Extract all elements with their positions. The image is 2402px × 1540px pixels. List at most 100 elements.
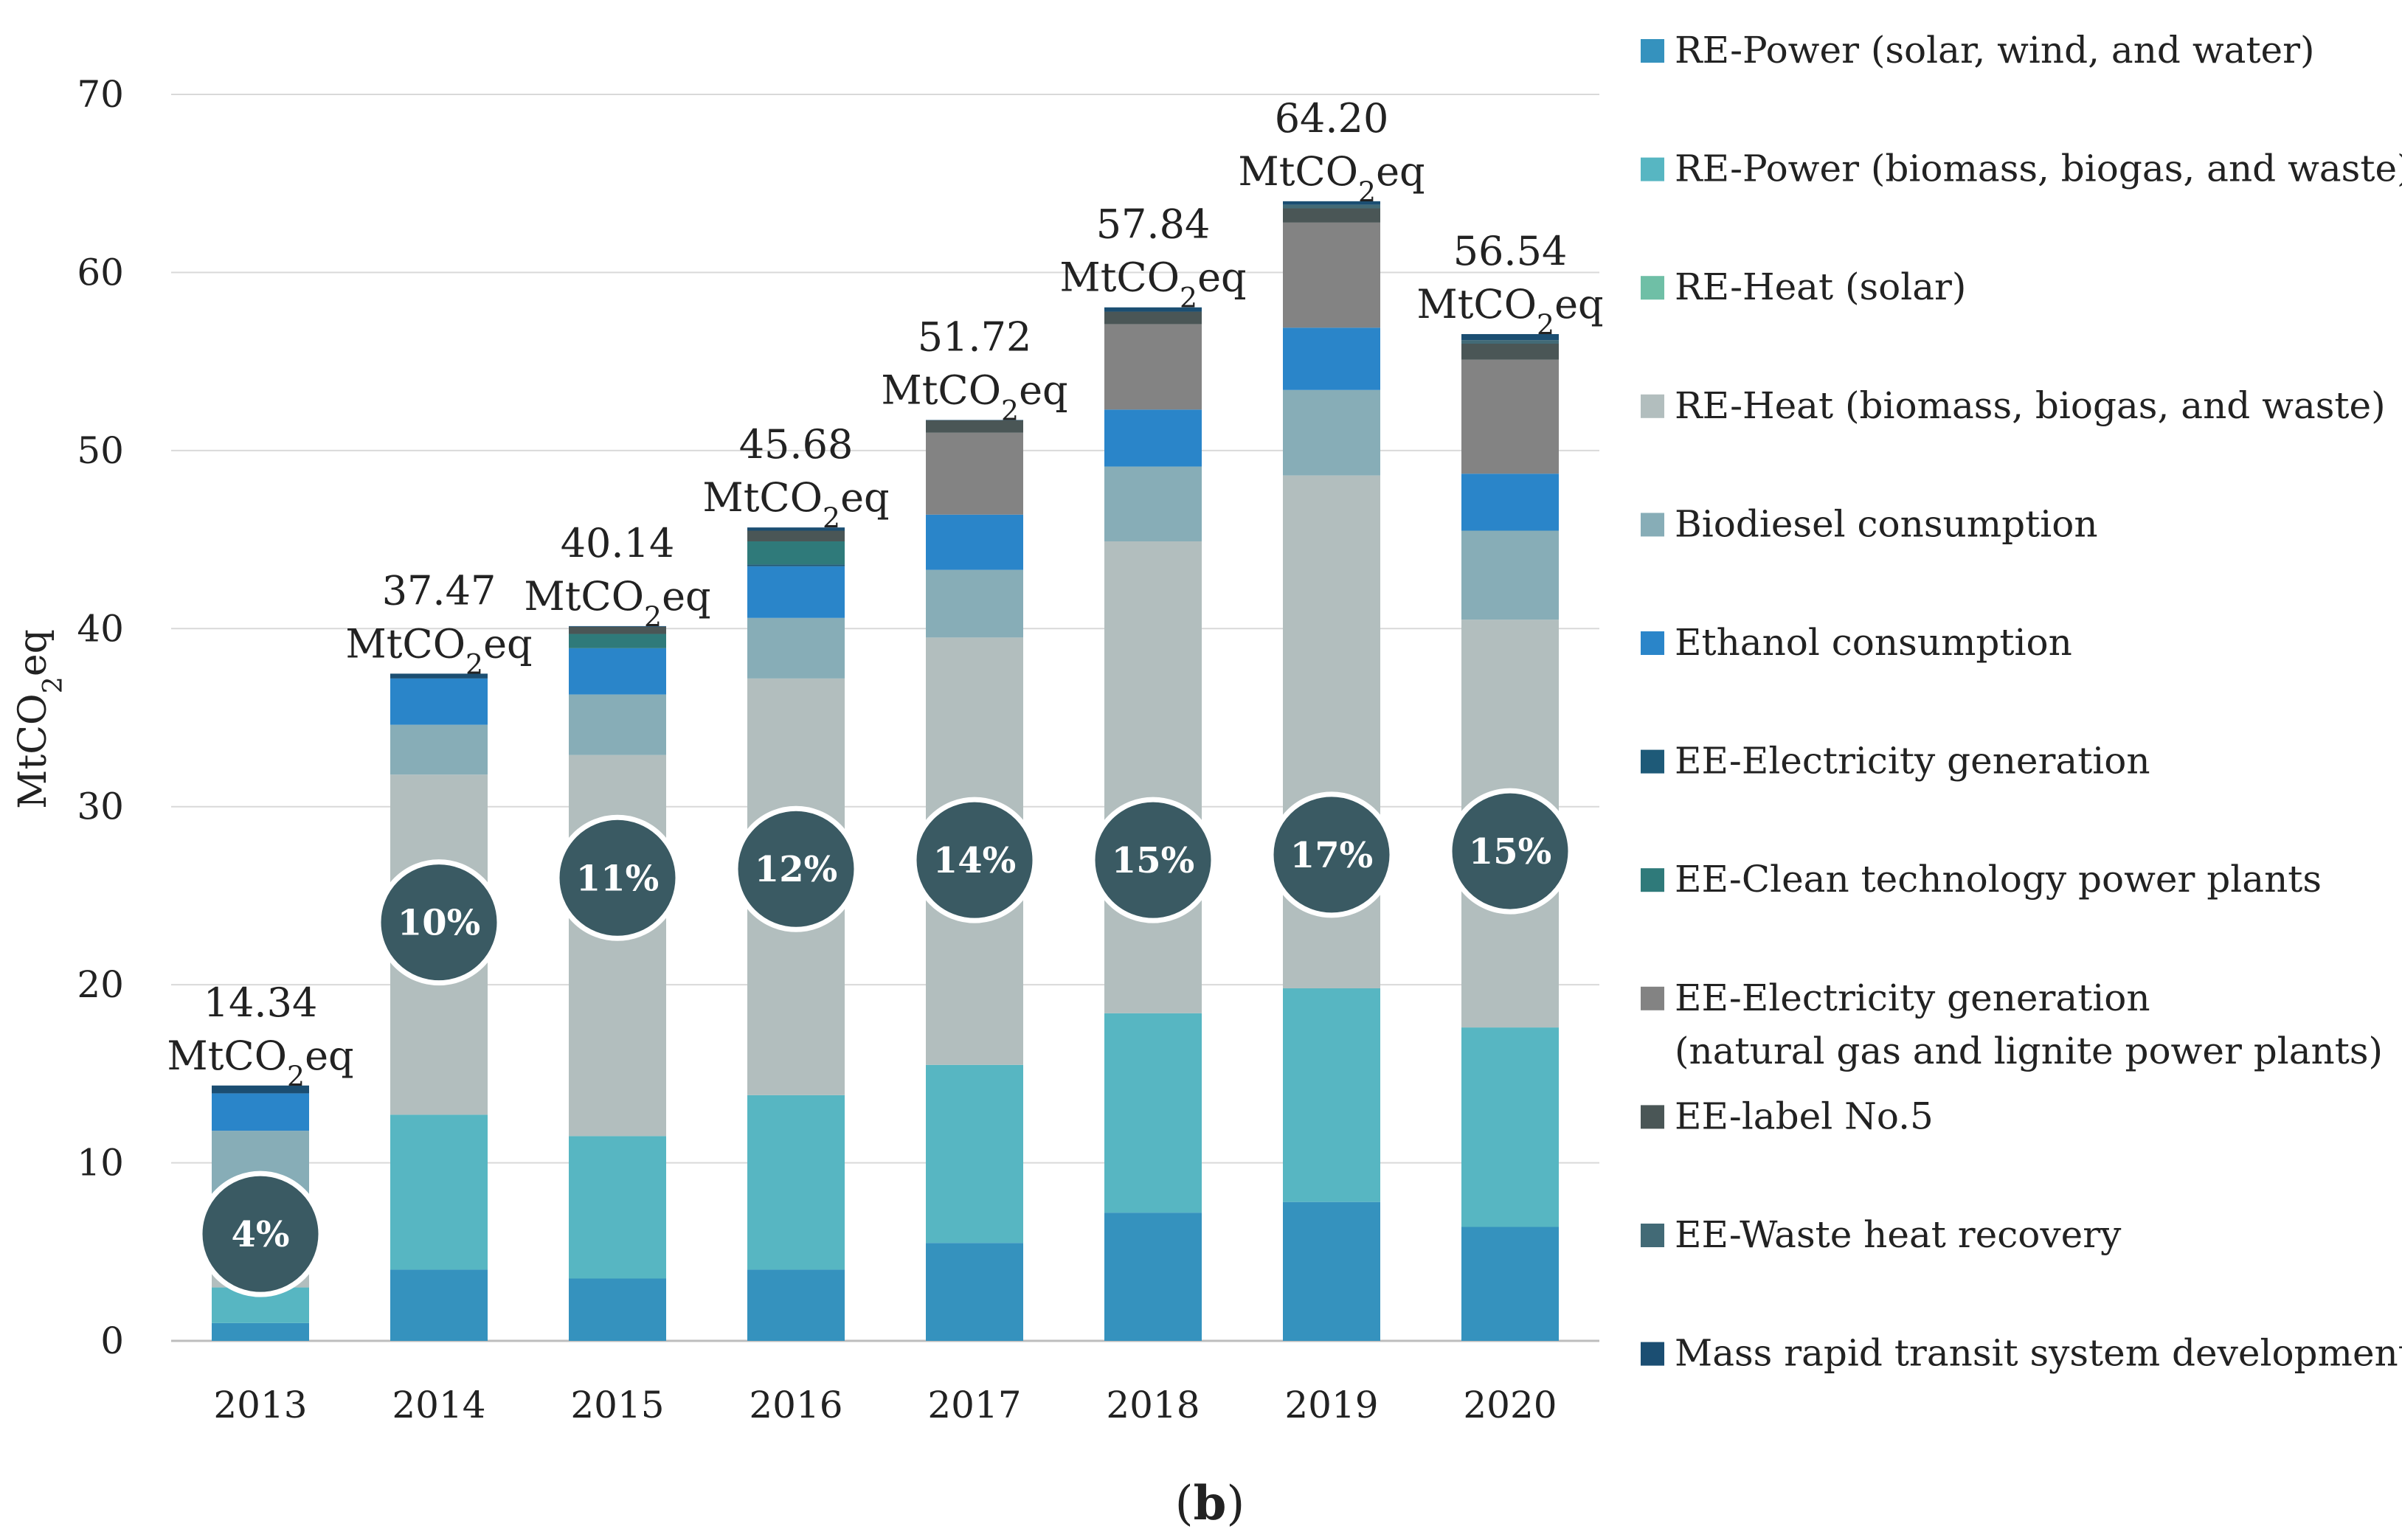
bar-segment (1283, 988, 1380, 1202)
bar-segment (1283, 208, 1380, 223)
percent-badge (1268, 791, 1395, 918)
bar-segment (1283, 389, 1380, 476)
x-tick-label: 2015 (570, 1384, 664, 1426)
total-value: 57.84 (1096, 201, 1211, 248)
percent-badge (911, 797, 1038, 923)
percent-badge-label: 11% (576, 858, 659, 899)
bar-segment (569, 625, 666, 627)
gridlines (171, 94, 1599, 1342)
bar-segment (569, 1136, 666, 1279)
bar-segment (569, 648, 666, 695)
bar-segment (1104, 541, 1202, 1013)
y-tick-label: 30 (77, 785, 124, 828)
legend-swatch (1641, 1105, 1664, 1129)
bar-segment (926, 514, 1023, 570)
total-value: 56.54 (1453, 228, 1568, 274)
bar-segment (926, 1243, 1023, 1341)
bar-segment (747, 564, 845, 566)
legend-label: EE-Waste heat recovery (1675, 1213, 2122, 1256)
total-labels: 14.34 MtCO2eq 37.47 MtCO2eq 40.14 MtCO2eq 45.6… (167, 95, 1603, 1092)
total-unit: MtCO2eq (702, 474, 889, 534)
legend-swatch (1641, 1224, 1664, 1247)
legend-swatch (1641, 986, 1664, 1010)
legend-label: RE-Power (solar, wind, and water) (1675, 29, 2315, 72)
legend-label: EE-label No.5 (1675, 1095, 1934, 1137)
total-unit: MtCO2eq (1416, 281, 1603, 341)
y-tick-label: 50 (77, 429, 124, 472)
y-tick-label: 40 (77, 607, 124, 650)
bar-segment (1104, 466, 1202, 541)
bar-segment (1461, 340, 1559, 344)
bar-segment (1461, 474, 1559, 531)
total-unit: MtCO2eq (167, 1033, 353, 1092)
percent-badge-label: 17% (1290, 835, 1373, 876)
bar-segment (390, 678, 488, 725)
x-tick-label: 2017 (927, 1384, 1021, 1426)
percent-badge (733, 805, 859, 932)
legend-swatch (1641, 631, 1664, 655)
bar-segment (569, 694, 666, 755)
legend: RE-Power (solar, wind, and water) RE-Powe… (1641, 29, 2402, 1375)
bar-segment (1461, 1227, 1559, 1341)
bar-segment (1461, 1027, 1559, 1227)
total-unit: MtCO2eq (524, 573, 710, 633)
legend-label: RE-Heat (solar) (1675, 266, 1966, 308)
y-axis: 0 10 20 30 40 50 60 70 (77, 73, 124, 1362)
bar-segment (1283, 204, 1380, 209)
legend-label: EE-Electricity generation (natural gas an… (1675, 977, 2383, 1072)
percent-badge (554, 814, 681, 941)
y-tick-label: 20 (77, 963, 124, 1006)
legend-label: Biodiesel consumption (1675, 502, 2098, 545)
bar-segment (1283, 222, 1380, 328)
bar-segment (569, 626, 666, 634)
bar-segment (1104, 1213, 1202, 1341)
bar-segment (390, 1269, 488, 1341)
percent-badge (197, 1170, 324, 1297)
y-axis-label: MtCO2eq (11, 629, 69, 809)
bar-segment (1283, 201, 1380, 205)
percent-badge-label: 15% (1469, 831, 1551, 873)
percent-badge-label: 12% (755, 849, 837, 890)
bar-segment (1461, 344, 1559, 360)
bar-segment (747, 541, 845, 565)
y-tick-label: 70 (77, 73, 124, 116)
total-value: 45.68 (739, 421, 854, 468)
bar-segment (212, 1085, 309, 1094)
total-unit: MtCO2eq (1059, 254, 1246, 314)
total-value: 37.47 (382, 567, 496, 614)
legend-swatch (1641, 513, 1664, 537)
x-tick-label: 2014 (392, 1384, 485, 1426)
bar-segment (569, 1278, 666, 1341)
bar-segment (390, 724, 488, 775)
bar-segment (1104, 409, 1202, 467)
percent-badge (375, 859, 502, 986)
bar-segment (212, 1322, 309, 1341)
x-axis: 2013 2014 2015 2016 2017 2018 2019 2020 (213, 1384, 1557, 1426)
x-tick-label: 2018 (1106, 1384, 1200, 1426)
bar-segment (569, 755, 666, 1137)
bar-segment (390, 1114, 488, 1270)
bar-segment (926, 1064, 1023, 1244)
legend-swatch (1641, 1342, 1664, 1366)
legend-swatch (1641, 394, 1664, 418)
percent-badges: 4% 10% 11% 12% 14% 15% 17% 15% (197, 788, 1574, 1297)
percent-badge-label: 4% (231, 1214, 289, 1255)
legend-label: Mass rapid transit system development (1675, 1332, 2402, 1375)
legend-label: EE-Clean technology power plants (1675, 858, 2322, 901)
legend-swatch (1641, 868, 1664, 892)
bar-segment (1283, 327, 1380, 390)
bar-segment (1104, 324, 1202, 410)
percent-badge (1090, 797, 1216, 923)
x-tick-label: 2019 (1284, 1384, 1378, 1426)
bar-segment (926, 420, 1023, 433)
bar-segment (1104, 307, 1202, 312)
x-tick-label: 2013 (213, 1384, 307, 1426)
bar-segment (747, 1095, 845, 1270)
total-unit: MtCO2eq (345, 620, 532, 680)
legend-label: RE-Heat (biomass, biogas, and waste) (1675, 384, 2386, 427)
bar-segment (1104, 1013, 1202, 1213)
bar-segment (1104, 311, 1202, 325)
legend-label: RE-Power (biomass, biogas, and waste) (1675, 148, 2402, 190)
legend-label: EE-Electricity generation (1675, 740, 2150, 783)
